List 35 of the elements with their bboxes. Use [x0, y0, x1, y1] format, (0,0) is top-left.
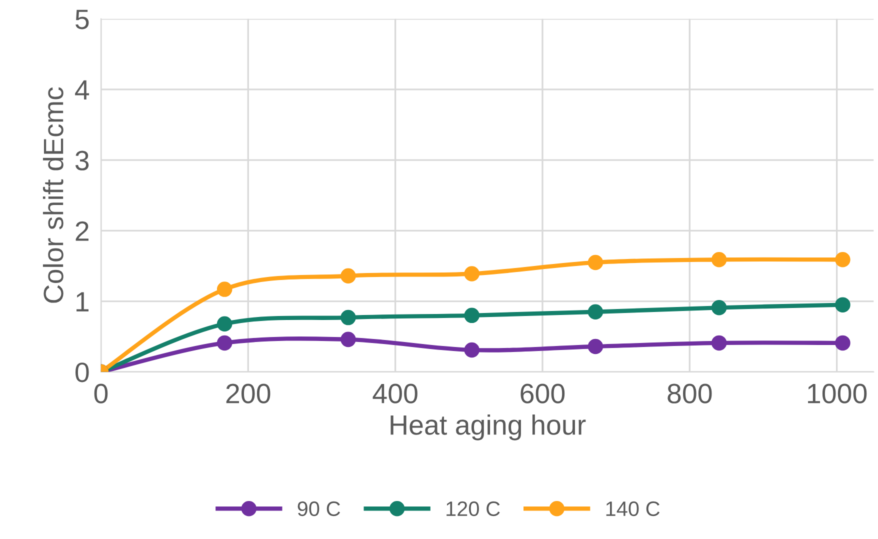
point	[216, 316, 232, 332]
x-tick-label: 600	[520, 384, 565, 404]
point	[216, 335, 232, 351]
x-tick-label: 1000	[808, 384, 867, 404]
y-tick-label: 1	[76, 292, 89, 312]
point	[216, 282, 232, 297]
point	[835, 297, 850, 312]
point	[464, 342, 480, 358]
point	[340, 332, 356, 348]
y-tick-label: 2	[76, 221, 88, 241]
point	[340, 268, 356, 284]
point	[711, 335, 727, 351]
x-tick-label: 800	[668, 384, 712, 404]
y-tick-label: 0	[75, 362, 89, 382]
point	[588, 304, 604, 320]
legend-label: 90 C	[298, 501, 340, 516]
x-tick-label: 400	[372, 384, 418, 404]
legend-label: 140 C	[606, 501, 660, 516]
x-tick-label: 0	[94, 384, 108, 404]
y-tick-label: 4	[75, 80, 90, 100]
y-tick-label: 3	[75, 150, 89, 170]
point	[711, 300, 727, 316]
x-axis-title: Heat aging hour	[390, 414, 586, 440]
point	[588, 254, 604, 270]
point	[835, 252, 850, 268]
point	[464, 266, 480, 282]
point	[340, 310, 356, 326]
point	[588, 338, 604, 354]
legend-label: 120 C	[446, 501, 500, 516]
point	[464, 308, 480, 324]
point	[711, 252, 727, 268]
point	[835, 335, 850, 351]
y-axis-title: Color shift dEcmc	[42, 87, 64, 303]
x-tick-label: 200	[226, 384, 270, 404]
y-tick-label: 5	[76, 10, 89, 30]
